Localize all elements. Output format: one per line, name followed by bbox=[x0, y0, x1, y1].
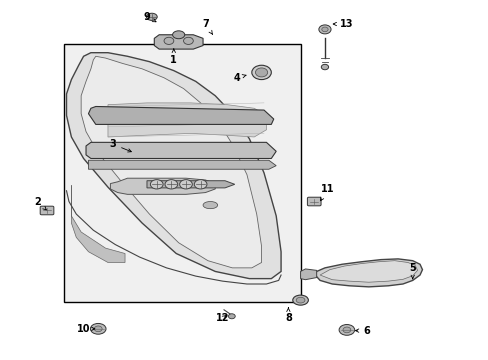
Polygon shape bbox=[86, 142, 276, 158]
Ellipse shape bbox=[163, 37, 173, 44]
Ellipse shape bbox=[296, 297, 305, 303]
Text: 3: 3 bbox=[109, 139, 131, 152]
Ellipse shape bbox=[172, 31, 184, 39]
Text: 6: 6 bbox=[355, 325, 369, 336]
Ellipse shape bbox=[179, 180, 192, 189]
Ellipse shape bbox=[150, 180, 163, 189]
Polygon shape bbox=[315, 259, 422, 287]
FancyBboxPatch shape bbox=[307, 197, 321, 206]
Ellipse shape bbox=[342, 327, 350, 333]
Ellipse shape bbox=[255, 68, 267, 77]
Text: 11: 11 bbox=[320, 184, 333, 201]
Text: 2: 2 bbox=[34, 197, 46, 210]
Ellipse shape bbox=[164, 180, 177, 189]
Ellipse shape bbox=[321, 64, 328, 70]
Polygon shape bbox=[300, 269, 316, 280]
Polygon shape bbox=[320, 261, 417, 282]
Ellipse shape bbox=[94, 326, 102, 332]
Polygon shape bbox=[81, 56, 261, 268]
Ellipse shape bbox=[292, 295, 308, 305]
Text: 7: 7 bbox=[202, 19, 212, 34]
Text: 5: 5 bbox=[408, 263, 415, 279]
Ellipse shape bbox=[183, 37, 193, 44]
Polygon shape bbox=[108, 103, 266, 137]
Ellipse shape bbox=[251, 65, 271, 80]
Ellipse shape bbox=[90, 323, 106, 334]
Ellipse shape bbox=[228, 314, 235, 319]
Polygon shape bbox=[154, 35, 203, 49]
Text: 4: 4 bbox=[233, 73, 245, 83]
Text: 1: 1 bbox=[170, 49, 177, 65]
Ellipse shape bbox=[194, 180, 206, 189]
Polygon shape bbox=[88, 107, 273, 125]
Polygon shape bbox=[110, 178, 215, 194]
Bar bbox=[64, 44, 300, 302]
Ellipse shape bbox=[321, 27, 327, 32]
Polygon shape bbox=[88, 160, 276, 169]
Text: 8: 8 bbox=[285, 307, 291, 323]
Ellipse shape bbox=[203, 202, 217, 209]
Ellipse shape bbox=[318, 25, 330, 34]
Text: 10: 10 bbox=[77, 324, 95, 334]
Polygon shape bbox=[66, 53, 281, 279]
Text: 9: 9 bbox=[143, 12, 156, 22]
Text: 12: 12 bbox=[215, 313, 229, 323]
Polygon shape bbox=[71, 185, 125, 262]
Text: 13: 13 bbox=[332, 19, 353, 29]
FancyBboxPatch shape bbox=[40, 206, 54, 215]
Ellipse shape bbox=[146, 13, 157, 21]
Polygon shape bbox=[147, 181, 234, 188]
Ellipse shape bbox=[338, 324, 354, 335]
